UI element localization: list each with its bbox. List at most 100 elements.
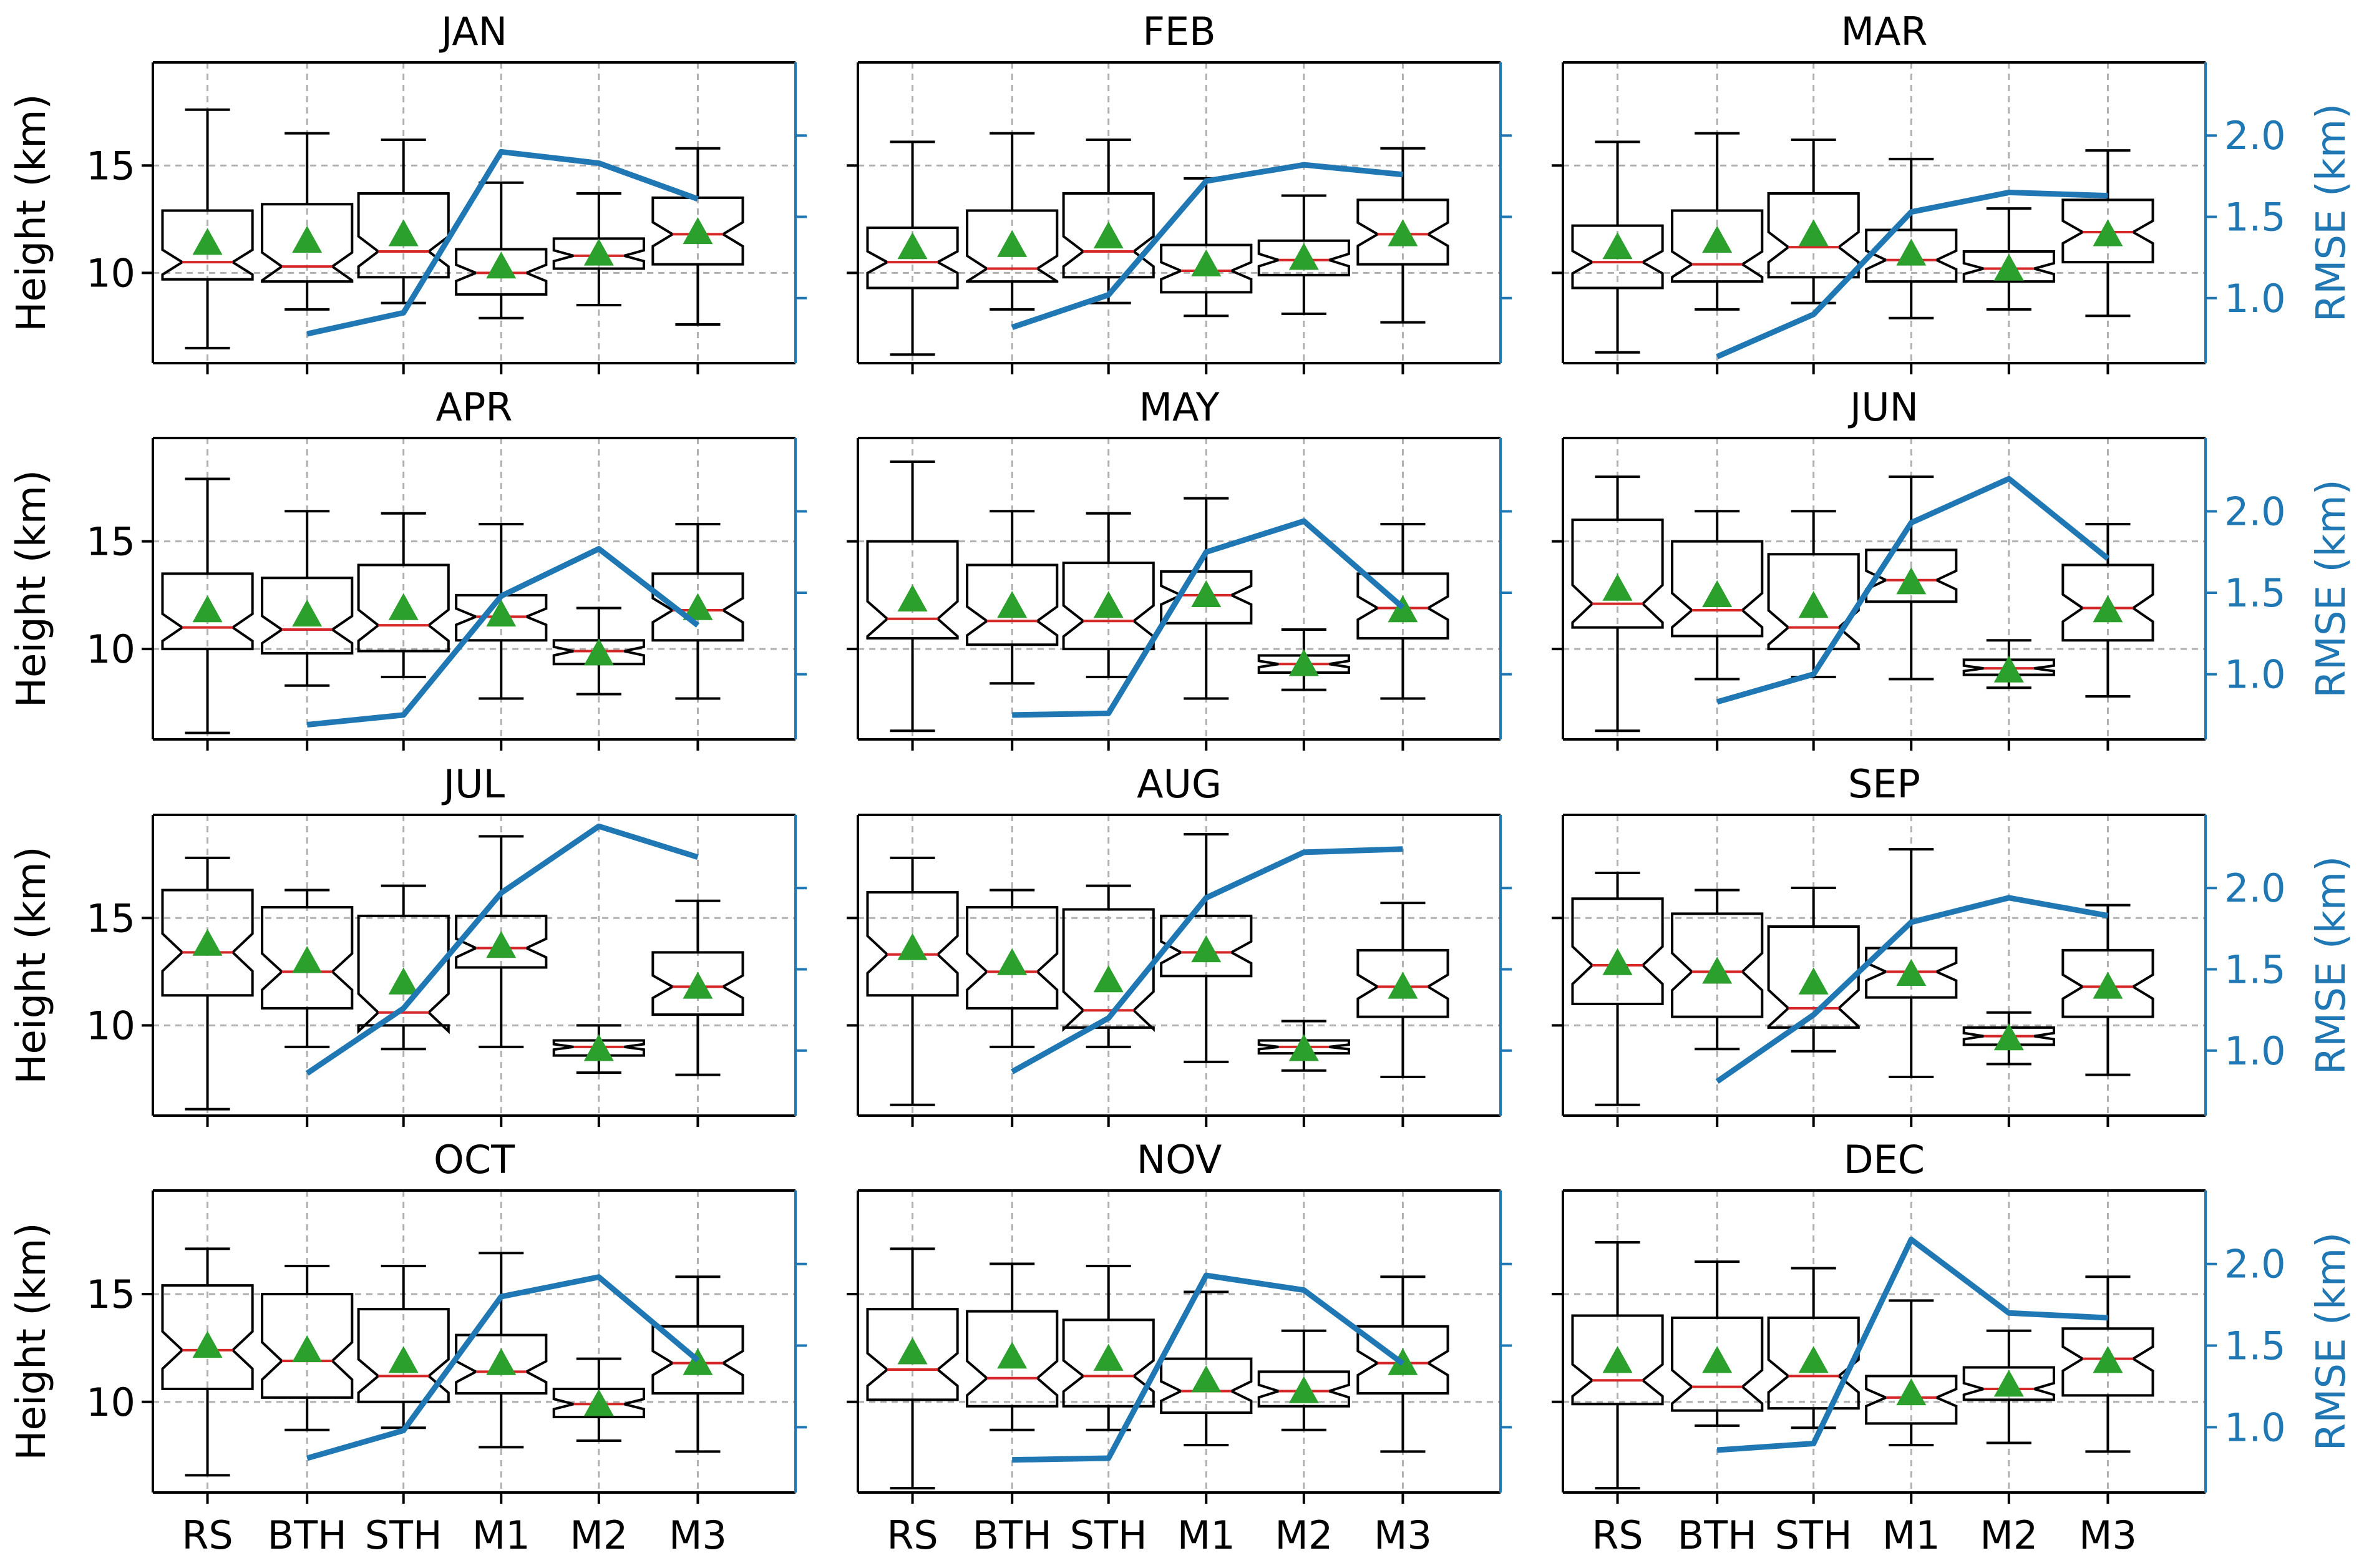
mean-marker xyxy=(192,1330,223,1358)
x-tick-label: RS xyxy=(182,1512,233,1558)
box-body xyxy=(552,1039,645,1057)
box-m1 xyxy=(1160,497,1253,700)
x-tick-label: BTH xyxy=(973,1512,1052,1558)
box-body xyxy=(1671,912,1764,1018)
box-body xyxy=(866,890,959,997)
box-body xyxy=(1571,897,1664,1005)
rmse-tick-label: 1.5 xyxy=(2224,947,2286,993)
box-body xyxy=(357,563,450,653)
box-body xyxy=(552,237,645,270)
mean-marker xyxy=(583,1034,614,1061)
box-rs xyxy=(161,108,254,349)
box-body xyxy=(1962,1366,2055,1401)
y-axis-label: Height (km) xyxy=(9,94,55,331)
mean-marker xyxy=(1798,967,1829,995)
box-body xyxy=(966,906,1059,1010)
box-body xyxy=(1356,572,1449,640)
box-body xyxy=(1962,250,2055,283)
box-body xyxy=(651,572,744,642)
mean-marker xyxy=(388,967,419,995)
rmse-tick-label: 1.5 xyxy=(2224,1323,2286,1369)
box-body xyxy=(1257,239,1350,276)
mean-marker xyxy=(2093,219,2123,246)
box-body xyxy=(261,1292,354,1399)
box-body xyxy=(1356,948,1449,1018)
mean-marker xyxy=(1896,567,1927,595)
y-tick-label: 10 xyxy=(86,250,135,296)
x-tick-label: M1 xyxy=(1177,1512,1235,1558)
mean-marker xyxy=(1602,948,1633,975)
rmse-tick-label: 2.0 xyxy=(2224,1242,2286,1287)
box-sth xyxy=(1062,138,1155,304)
box-body xyxy=(357,192,450,279)
rmse-line xyxy=(1715,895,2109,1084)
mean-marker xyxy=(1093,965,1124,993)
box-m2 xyxy=(1962,639,2055,689)
box-body xyxy=(552,1388,645,1418)
mean-marker xyxy=(1896,958,1927,986)
panel-sep: SEP 1.0 1.5 2.0 RMSE (km) xyxy=(1552,761,2355,1127)
box-m3 xyxy=(2061,523,2154,698)
box-body xyxy=(1160,914,1253,978)
mean-marker xyxy=(486,599,517,627)
box-bth xyxy=(1671,132,1764,311)
box-rs xyxy=(1571,1240,1664,1490)
box-rs xyxy=(161,856,254,1111)
mean-marker xyxy=(2093,971,2123,999)
box-m3 xyxy=(1356,523,1449,700)
mean-marker xyxy=(683,593,713,620)
box-sth xyxy=(357,1265,450,1429)
mean-marker xyxy=(388,593,419,620)
x-tick-label: STH xyxy=(365,1512,442,1558)
x-tick-label: M2 xyxy=(1980,1512,2038,1558)
box-body xyxy=(1571,519,1664,629)
box-body xyxy=(2061,198,2154,264)
box-m2 xyxy=(1962,1011,2055,1066)
box-rs xyxy=(161,477,254,734)
panel-jun: JUN 1.0 1.5 2.0 RMSE (km) xyxy=(1552,384,2355,751)
rmse-line xyxy=(1012,1272,1405,1463)
box-body xyxy=(1962,1026,2055,1046)
y2-axis-label: RMSE (km) xyxy=(2308,104,2355,322)
x-tick-label: M2 xyxy=(570,1512,628,1558)
box-m1 xyxy=(1865,157,1958,319)
panel-may: MAY xyxy=(847,384,1512,751)
box-body xyxy=(161,889,254,997)
box-sth xyxy=(1767,1267,1860,1429)
box-body xyxy=(651,196,744,266)
panel-aug: AUG xyxy=(847,761,1512,1127)
mean-marker xyxy=(1702,957,1733,984)
y-tick-label: 15 xyxy=(86,143,135,188)
box-m1 xyxy=(455,1252,548,1449)
box-body xyxy=(455,914,548,969)
mean-marker xyxy=(292,225,323,253)
box-bth xyxy=(966,889,1059,1048)
mean-marker xyxy=(292,1335,323,1363)
box-body xyxy=(1160,570,1253,625)
box-bth xyxy=(1671,1260,1764,1427)
box-body xyxy=(261,577,354,655)
mean-marker xyxy=(997,591,1028,618)
box-body xyxy=(261,906,354,1010)
mean-marker xyxy=(1288,1376,1319,1403)
mean-marker xyxy=(1191,580,1222,608)
y2-axis-label: RMSE (km) xyxy=(2308,1232,2355,1451)
panel-feb: FEB xyxy=(847,9,1512,374)
x-tick-label: STH xyxy=(1070,1512,1147,1558)
mean-marker xyxy=(388,219,419,246)
box-rs xyxy=(1571,140,1664,354)
panel-dec: DEC 1.0 1.5 2.0 RS BTH STH M1 M2 M3 RMSE (km) xyxy=(1552,1137,2355,1558)
mean-marker xyxy=(1993,1023,2024,1051)
mean-marker xyxy=(2093,595,2123,623)
box-body xyxy=(161,1284,254,1391)
x-tick-label: M2 xyxy=(1275,1512,1333,1558)
box-sth xyxy=(357,138,450,304)
box-m2 xyxy=(1257,1329,1350,1431)
box-body xyxy=(1160,1357,1253,1415)
rmse-line xyxy=(1011,162,1403,330)
mean-marker xyxy=(486,931,517,958)
panel-title: OCT xyxy=(434,1137,515,1182)
x-tick-label: RS xyxy=(1592,1512,1643,1558)
rmse-tick-label: 2.0 xyxy=(2224,113,2286,158)
